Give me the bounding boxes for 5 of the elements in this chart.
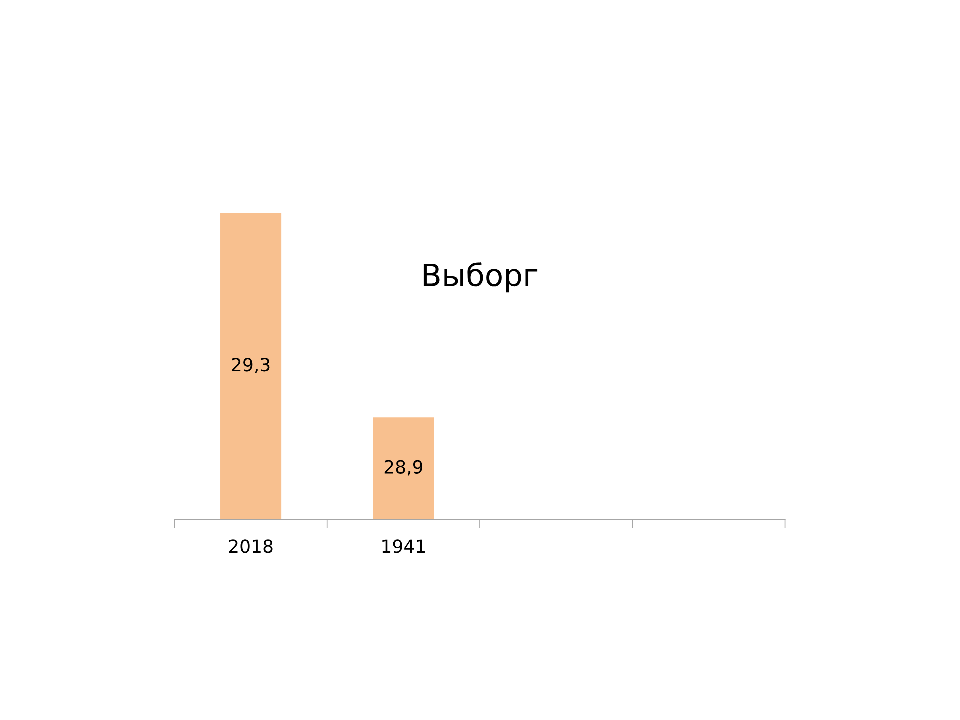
data-label: 29,3 (232, 358, 270, 374)
data-label: 28,9 (384, 460, 423, 476)
x-tick-label: 1941 (382, 540, 425, 554)
x-tick-label: 2018 (229, 540, 273, 554)
text: Выборг (424, 262, 538, 293)
